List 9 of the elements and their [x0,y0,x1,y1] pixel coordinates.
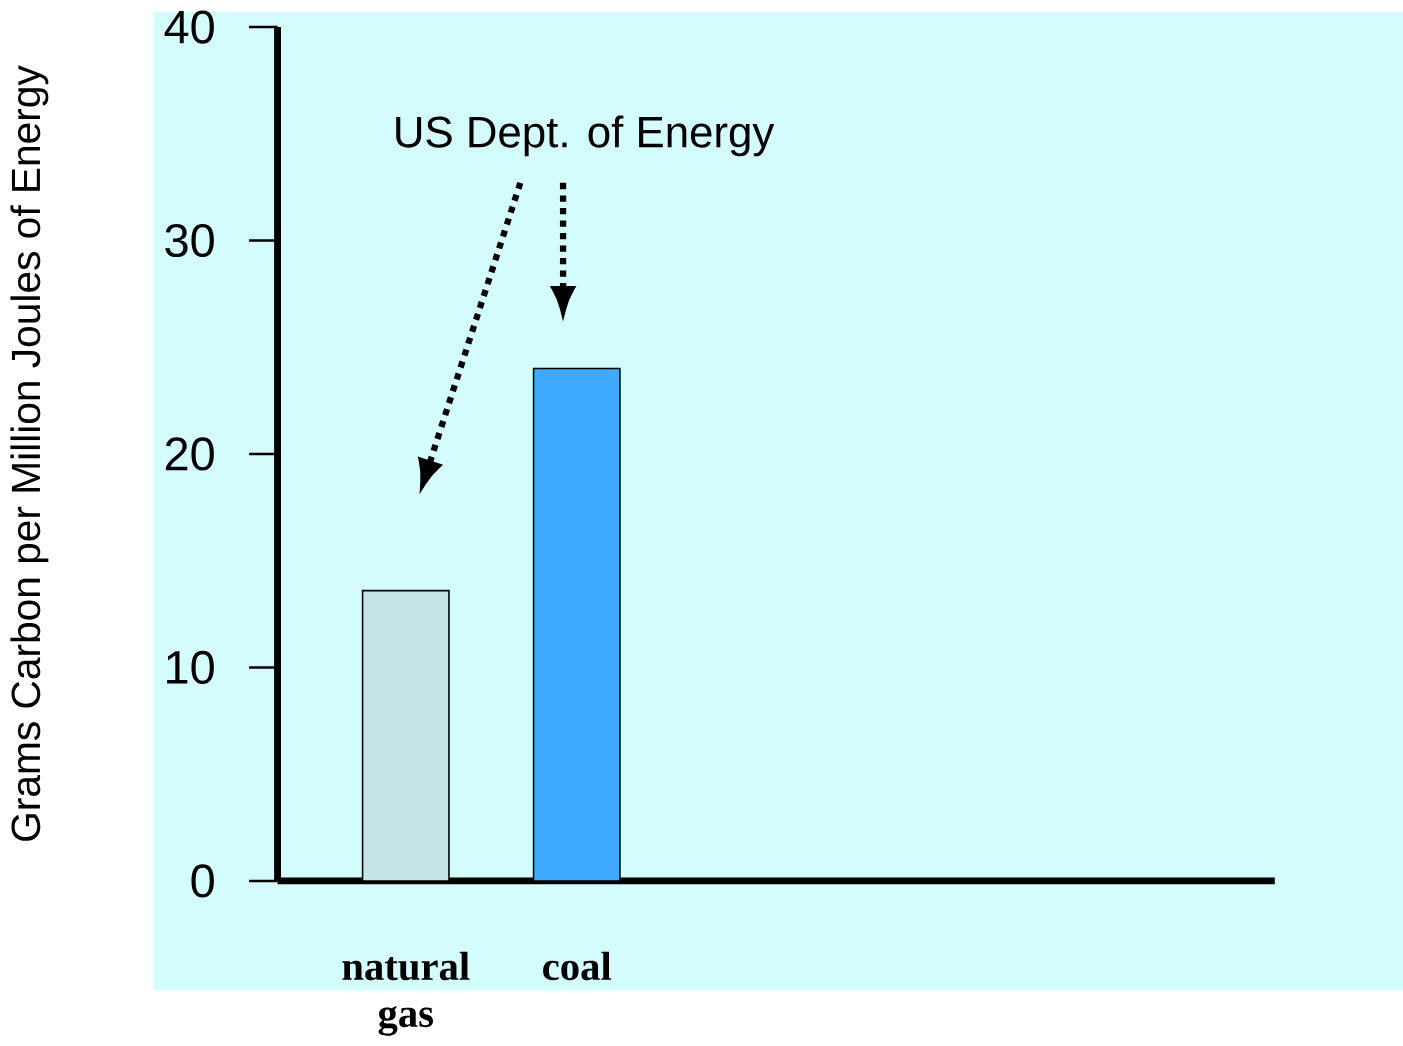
y-tick-label: 10 [167,650,214,684]
y-tick-label: 20 [165,437,214,471]
x-tick-label: natural gas [342,951,470,1036]
annotation: US Dept. of Energy [396,115,775,157]
x-tick-label: coal [543,951,612,981]
y-axis-title: Grams Carbon per Million Joules of Energy [10,65,49,841]
y-tick-label: 0 [191,864,214,898]
y-tick-label: 30 [165,223,214,258]
y-tick-label: 40 [164,10,214,44]
